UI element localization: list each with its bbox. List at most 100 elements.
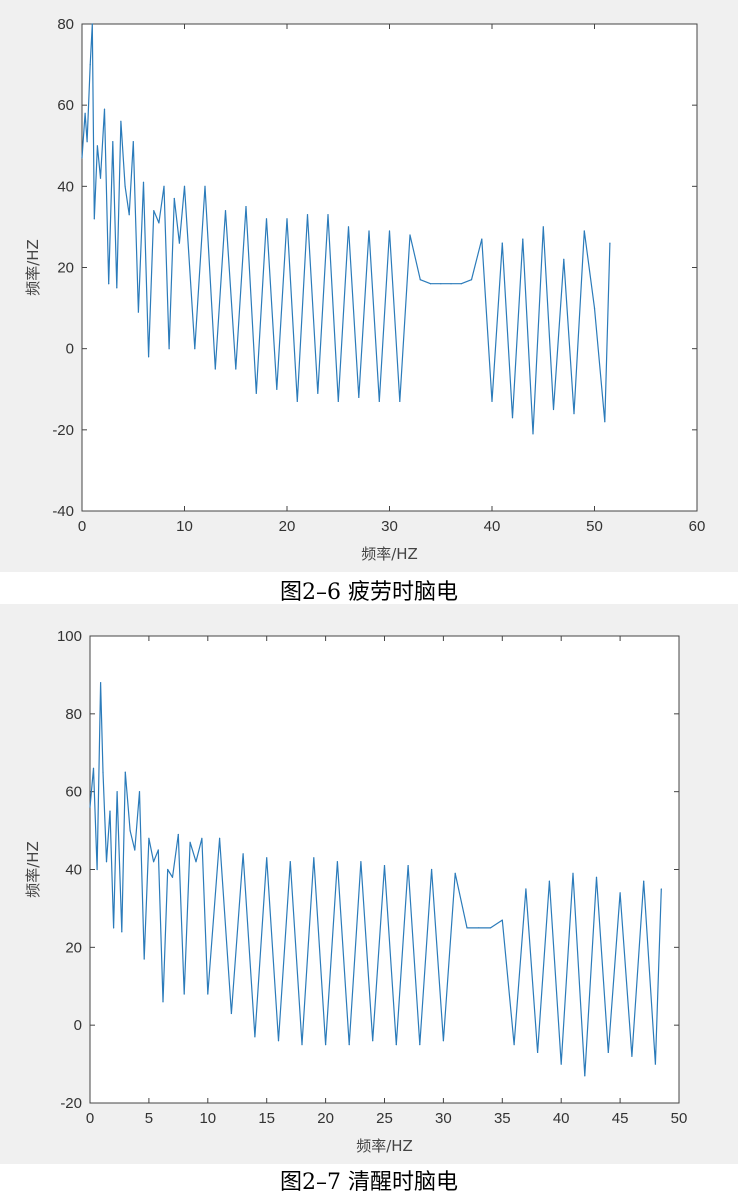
data-point — [116, 287, 118, 289]
data-point — [81, 157, 83, 159]
y-tick-label: 20 — [57, 260, 74, 277]
data-point — [560, 1063, 562, 1065]
data-point — [572, 872, 574, 874]
data-point — [313, 857, 315, 859]
y-tick-label: 60 — [65, 784, 82, 801]
data-point — [255, 392, 257, 394]
data-point — [442, 1040, 444, 1042]
x-tick-label: 40 — [553, 1110, 570, 1127]
y-tick-label: 20 — [65, 939, 82, 956]
data-point — [440, 283, 442, 285]
x-tick-label: 50 — [671, 1110, 688, 1127]
data-point — [525, 888, 527, 890]
data-point — [583, 230, 585, 232]
data-point — [491, 400, 493, 402]
figure-caption-awake: 图2–7 清醒时脑电 — [280, 1170, 458, 1195]
data-point — [128, 214, 130, 216]
figure-caption-fatigue: 图2–6 疲劳时脑电 — [280, 580, 458, 605]
data-point — [214, 368, 216, 370]
data-point — [158, 222, 160, 224]
data-point — [296, 400, 298, 402]
data-point — [347, 226, 350, 228]
data-point — [276, 388, 278, 390]
data-point — [289, 861, 291, 863]
y-axis-label: 频率/HZ — [24, 841, 42, 898]
data-point — [137, 311, 139, 313]
data-point — [84, 112, 86, 114]
data-point — [99, 177, 102, 179]
data-point — [163, 185, 165, 187]
data-point — [129, 830, 131, 832]
data-point — [563, 258, 565, 260]
x-axis-label: 频率/HZ — [356, 1137, 413, 1155]
y-tick-label: -20 — [52, 422, 74, 439]
x-tick-label: 30 — [435, 1110, 452, 1127]
data-point — [108, 283, 110, 285]
data-point — [245, 206, 247, 208]
data-point — [121, 931, 123, 933]
y-tick-label: 40 — [57, 178, 74, 195]
data-point — [183, 185, 186, 187]
y-tick-label: -20 — [60, 1095, 82, 1112]
x-tick-label: 20 — [279, 518, 296, 535]
x-tick-label: 40 — [484, 518, 501, 535]
data-point — [116, 791, 118, 793]
data-point — [112, 141, 114, 143]
data-point — [336, 861, 338, 863]
data-point — [388, 230, 391, 232]
data-point — [178, 242, 180, 244]
x-tick-label: 5 — [145, 1110, 153, 1127]
plot-area — [81, 23, 698, 512]
data-point — [470, 279, 473, 281]
data-point — [167, 868, 169, 871]
y-tick-label: 0 — [74, 1017, 82, 1034]
data-point — [584, 1075, 586, 1077]
data-point — [224, 210, 227, 212]
chart-awake-eeg: 0 5 10 15 20 25 30 35 40 45 50-20020406080100频率/HZ… — [24, 628, 688, 1155]
data-point — [153, 210, 155, 212]
data-point — [138, 791, 141, 793]
data-point — [105, 861, 108, 863]
data-point — [301, 1044, 303, 1046]
y-tick-label: 60 — [57, 97, 74, 114]
data-point — [204, 185, 206, 187]
chart-panel-fatigue: 0 10 20 30 40 50 60 -40 -20 0 20 40 60 80 频率/HZ 频率/HZ — [0, 0, 738, 572]
data-point — [337, 400, 339, 402]
x-tick-label: 0 — [86, 1110, 94, 1127]
data-point — [481, 238, 483, 240]
data-point — [148, 837, 150, 839]
data-point — [277, 1040, 280, 1042]
data-point — [409, 234, 411, 236]
data-point — [654, 1063, 657, 1065]
data-point — [143, 958, 145, 960]
data-point — [157, 849, 159, 851]
data-point — [132, 141, 134, 143]
x-tick-label: 60 — [689, 518, 706, 535]
data-point — [96, 868, 98, 871]
data-point — [573, 413, 575, 415]
data-point — [478, 927, 480, 929]
data-point — [86, 141, 88, 143]
data-point — [242, 853, 244, 855]
data-point — [595, 876, 598, 878]
data-point — [317, 392, 319, 394]
data-point — [195, 861, 197, 863]
data-point — [183, 993, 185, 995]
data-point — [631, 1055, 633, 1057]
x-tick-label: 45 — [612, 1110, 629, 1127]
data-point — [348, 1044, 350, 1046]
y-tick-label: -40 — [52, 503, 74, 520]
data-point — [153, 861, 155, 863]
data-point — [660, 888, 662, 890]
data-point — [96, 145, 98, 147]
data-point — [254, 1036, 256, 1038]
data-point — [124, 771, 126, 773]
y-tick-label: 40 — [65, 862, 82, 879]
data-point — [429, 283, 432, 285]
data-point — [142, 181, 145, 183]
data-point — [162, 1001, 164, 1003]
data-point — [460, 283, 462, 285]
data-point — [91, 23, 93, 25]
data-point — [168, 348, 170, 350]
data-point — [513, 1044, 515, 1046]
